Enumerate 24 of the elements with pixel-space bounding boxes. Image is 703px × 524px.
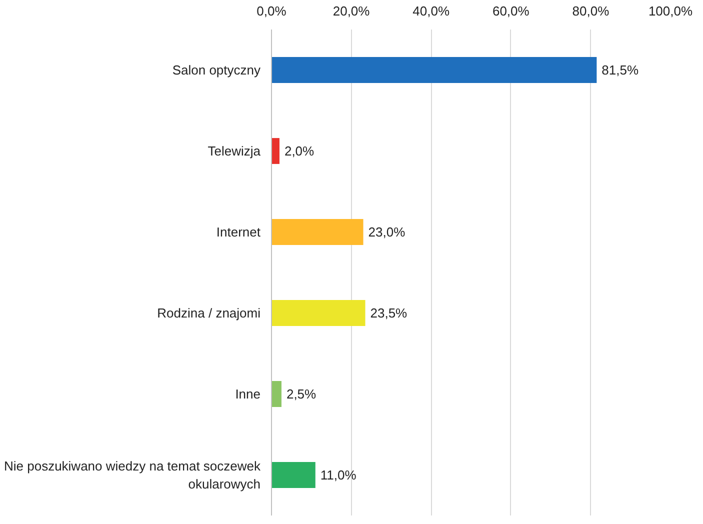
y-tick-label: Salon optyczny xyxy=(172,62,261,78)
data-label: 2,5% xyxy=(286,386,317,402)
y-tick-label: Nie poszukiwano wiedzy na temat soczewek okularowych xyxy=(4,458,261,492)
x-tick-label: 100,0% xyxy=(648,4,693,18)
x-tick-label: 0,0% xyxy=(256,4,287,18)
y-tick-label: Telewizja xyxy=(208,144,262,158)
data-label: 23,0% xyxy=(368,224,406,240)
bar xyxy=(272,219,364,245)
x-tick-label: 60,0% xyxy=(492,4,530,18)
x-tick-label: 80,0% xyxy=(572,4,610,18)
y-tick-label: Inne xyxy=(235,386,261,402)
data-label: 2,0% xyxy=(284,144,315,158)
bar xyxy=(272,138,280,164)
data-label: 23,5% xyxy=(370,306,408,320)
bar xyxy=(272,57,597,83)
x-tick-label: 40,0% xyxy=(412,4,450,18)
bar xyxy=(272,300,366,326)
y-tick-label: Internet xyxy=(216,224,261,240)
data-label: 81,5% xyxy=(602,62,639,78)
bar xyxy=(272,381,282,407)
x-tick-label: 20,0% xyxy=(332,4,370,18)
y-tick-label: Rodzina / znajomi xyxy=(157,306,261,320)
bar xyxy=(272,462,316,488)
data-label: 11,0% xyxy=(320,468,357,482)
